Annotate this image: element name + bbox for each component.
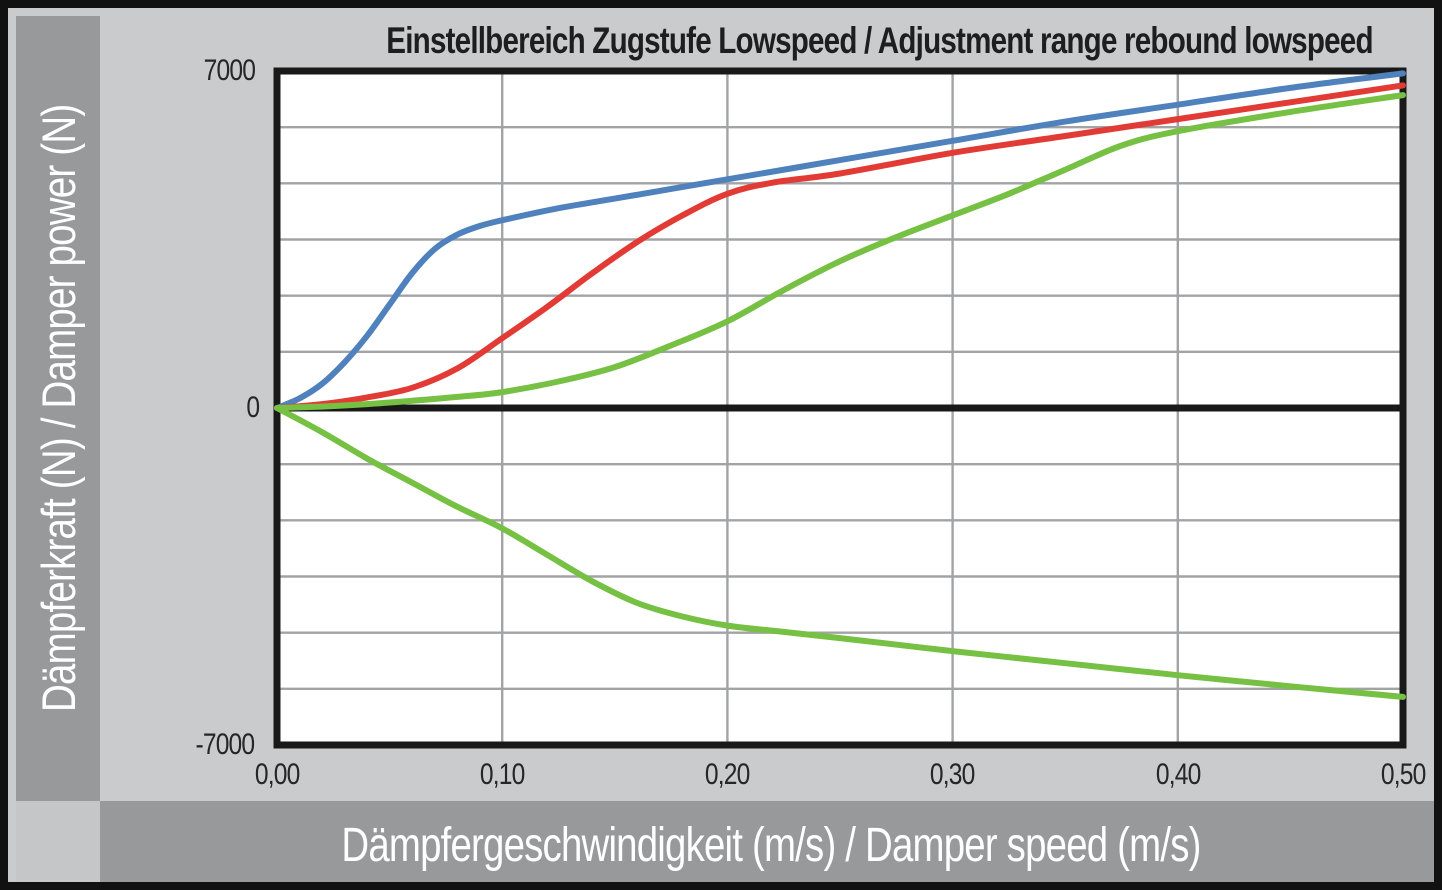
x-tick-label: 0,50 xyxy=(1380,758,1426,791)
green-lower-curve xyxy=(274,405,1406,700)
corner-spacer xyxy=(16,801,100,882)
plot-area xyxy=(273,67,1407,749)
y-tick-label: 7000 xyxy=(203,54,256,87)
x-axis-label: Dämpfergeschwindigkeit (m/s) / Damper sp… xyxy=(341,819,1201,872)
green-upper-curve xyxy=(274,92,1406,411)
x-tick-label: 0,30 xyxy=(930,758,975,791)
x-tick-label: 0,10 xyxy=(479,758,525,791)
red-upper-curve xyxy=(274,82,1406,411)
y-tick-label: 0 xyxy=(246,391,261,424)
x-axis-band: Dämpfergeschwindigkeit (m/s) / Damper sp… xyxy=(100,801,1434,882)
chart-title: Einstellbereich Zugstufe Lowspeed / Adju… xyxy=(386,20,1373,61)
x-tick-label: 0,20 xyxy=(705,758,750,791)
y-tick-label: -7000 xyxy=(195,728,256,761)
x-tick-label: 0,00 xyxy=(254,758,300,791)
y-axis-band: Dämpferkraft (N) / Damper power (N) xyxy=(16,16,100,801)
x-tick-label: 0,40 xyxy=(1155,758,1201,791)
blue-upper-curve xyxy=(274,70,1406,411)
